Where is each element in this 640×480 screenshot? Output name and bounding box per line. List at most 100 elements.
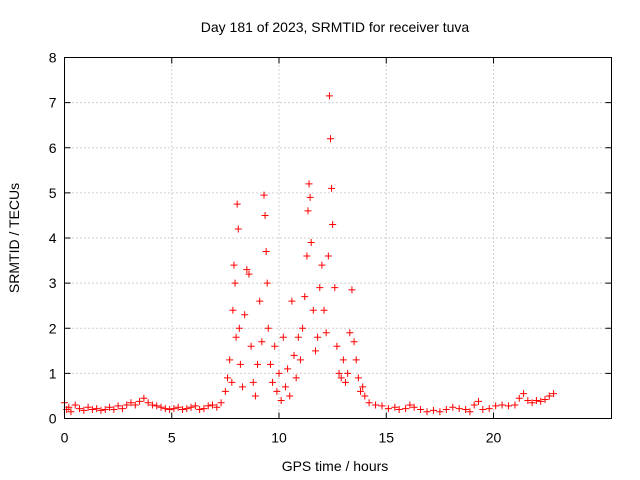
data-point [361, 392, 369, 400]
data-point [541, 396, 549, 404]
data-point [311, 347, 319, 355]
data-point [249, 378, 257, 386]
data-point [305, 180, 313, 188]
data-point [247, 342, 255, 350]
data-points [61, 92, 558, 416]
data-point [260, 191, 268, 199]
y-tick-label: 6 [49, 140, 57, 156]
data-point [266, 360, 274, 368]
data-point [342, 378, 350, 386]
chart-title: Day 181 of 2023, SRMTID for receiver tuv… [201, 19, 470, 35]
data-point [209, 401, 217, 409]
data-point [217, 399, 225, 407]
data-point [187, 403, 195, 411]
data-point [335, 369, 343, 377]
data-point [314, 333, 322, 341]
data-point [442, 405, 450, 413]
data-point [262, 248, 270, 256]
data-point [475, 397, 483, 405]
data-point [511, 401, 519, 409]
data-point [328, 184, 336, 192]
data-point [235, 324, 243, 332]
data-point [213, 403, 221, 411]
data-point [316, 284, 324, 292]
data-point [318, 261, 326, 269]
data-point [292, 374, 300, 382]
data-point [307, 239, 315, 247]
data-point [329, 220, 337, 228]
data-point [384, 405, 392, 413]
data-point [233, 200, 241, 208]
data-point [391, 403, 399, 411]
y-tick-label: 3 [49, 275, 57, 291]
data-point [528, 399, 536, 407]
data-point [93, 405, 101, 413]
data-point [339, 356, 347, 364]
data-point [243, 266, 251, 274]
data-point [485, 405, 493, 413]
data-point [221, 387, 229, 395]
data-point [273, 387, 281, 395]
data-point [324, 252, 332, 260]
data-point [470, 401, 478, 409]
data-point [196, 405, 204, 413]
data-point [344, 369, 352, 377]
y-tick-label: 0 [49, 411, 57, 427]
data-point [106, 403, 114, 411]
data-point [284, 365, 292, 373]
data-point [153, 402, 161, 410]
data-point [183, 405, 191, 413]
data-point [537, 397, 545, 405]
data-point [309, 306, 317, 314]
data-point [166, 405, 174, 413]
data-point [67, 408, 75, 416]
data-point [234, 225, 242, 233]
data-point [101, 405, 109, 413]
data-point [479, 405, 487, 413]
data-point [200, 405, 208, 413]
x-tick-label: 20 [486, 430, 502, 446]
data-point [320, 306, 328, 314]
data-point [231, 279, 239, 287]
data-point [532, 396, 540, 404]
data-point [429, 406, 437, 414]
data-point [277, 396, 285, 404]
data-point [140, 394, 148, 402]
data-point [325, 92, 333, 100]
x-tick-label: 0 [61, 430, 69, 446]
data-point [114, 402, 122, 410]
data-point [423, 408, 431, 416]
data-point [354, 374, 362, 382]
data-point [545, 392, 553, 400]
data-point [333, 342, 341, 350]
data-point [288, 297, 296, 305]
data-point [359, 383, 367, 391]
data-point [306, 193, 314, 201]
data-point [110, 405, 118, 413]
data-point [281, 383, 289, 391]
data-point [174, 403, 182, 411]
data-point [550, 390, 558, 398]
data-point [228, 378, 236, 386]
y-axis-label: SRMTID / TECUs [6, 183, 22, 293]
data-point [462, 405, 470, 413]
data-point [331, 284, 339, 292]
data-point [136, 397, 144, 405]
data-point [301, 293, 309, 301]
data-point [148, 401, 156, 409]
data-point [263, 279, 271, 287]
data-point [230, 261, 238, 269]
data-point [191, 402, 199, 410]
data-point [127, 399, 135, 407]
data-point [378, 402, 386, 410]
data-point [466, 408, 474, 416]
data-point [224, 374, 232, 382]
data-point [299, 324, 307, 332]
data-point [524, 396, 532, 404]
data-point [296, 356, 304, 364]
data-point [271, 342, 279, 350]
y-tick-label: 4 [49, 230, 57, 246]
data-point [76, 405, 84, 413]
data-point [241, 311, 249, 319]
data-point [258, 338, 266, 346]
